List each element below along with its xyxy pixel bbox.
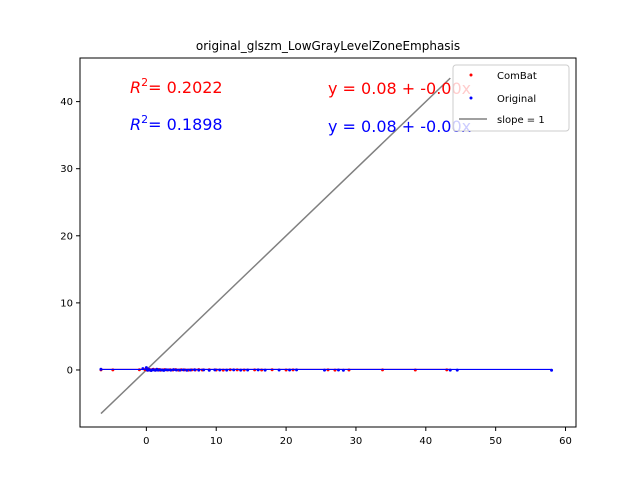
x-tick-label: 60 (559, 436, 572, 447)
legend-label-combat: ComBat (497, 71, 537, 82)
annotation-eq-original: y = 0.08 + -0.00x (328, 117, 471, 136)
x-tick-label: 10 (210, 436, 223, 447)
legend-label-slope: slope = 1 (497, 115, 545, 126)
y-axis: 0 10 20 30 40 (60, 97, 80, 376)
legend: ComBat Original slope = 1 (452, 64, 570, 132)
x-tick-label: 0 (143, 436, 149, 447)
legend-marker-original (469, 96, 473, 100)
legend-marker-combat (469, 73, 473, 77)
legend-label-original: Original (497, 94, 536, 105)
y-tick-label: 40 (60, 97, 73, 108)
annotation-r2-original: R2= 0.1898 (130, 113, 223, 134)
legend-box (452, 64, 570, 132)
x-tick-label: 50 (489, 436, 502, 447)
y-tick-label: 10 (60, 298, 73, 309)
y-tick-label: 30 (60, 164, 73, 175)
reference-line-group (100, 77, 451, 415)
annotation-r2-combat: R2= 0.2022 (130, 76, 223, 97)
y-tick-label: 0 (67, 365, 73, 376)
annotation-eq-combat: y = 0.08 + -0.00x (328, 79, 471, 98)
reference-line-slope-1 (100, 77, 451, 415)
x-axis: 0 10 20 30 40 50 60 (143, 427, 572, 447)
chart-title: original_glszm_LowGrayLevelZoneEmphasis (196, 39, 460, 53)
plot-frame (79, 57, 577, 428)
y-tick-label: 20 (60, 231, 73, 242)
annotations-group: R2= 0.2022 R2= 0.1898 y = 0.08 + -0.00x y =… (130, 76, 471, 136)
x-tick-label: 30 (350, 436, 363, 447)
x-tick-label: 40 (419, 436, 432, 447)
x-tick-label: 20 (280, 436, 293, 447)
